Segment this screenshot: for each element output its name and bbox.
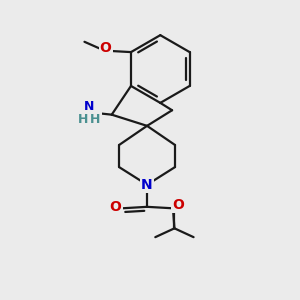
Text: N: N (84, 100, 94, 113)
Text: H: H (78, 112, 88, 126)
Text: O: O (172, 198, 184, 212)
Text: H: H (90, 112, 101, 126)
Text: O: O (100, 41, 112, 55)
Text: N: N (141, 178, 153, 192)
Text: O: O (110, 200, 122, 214)
